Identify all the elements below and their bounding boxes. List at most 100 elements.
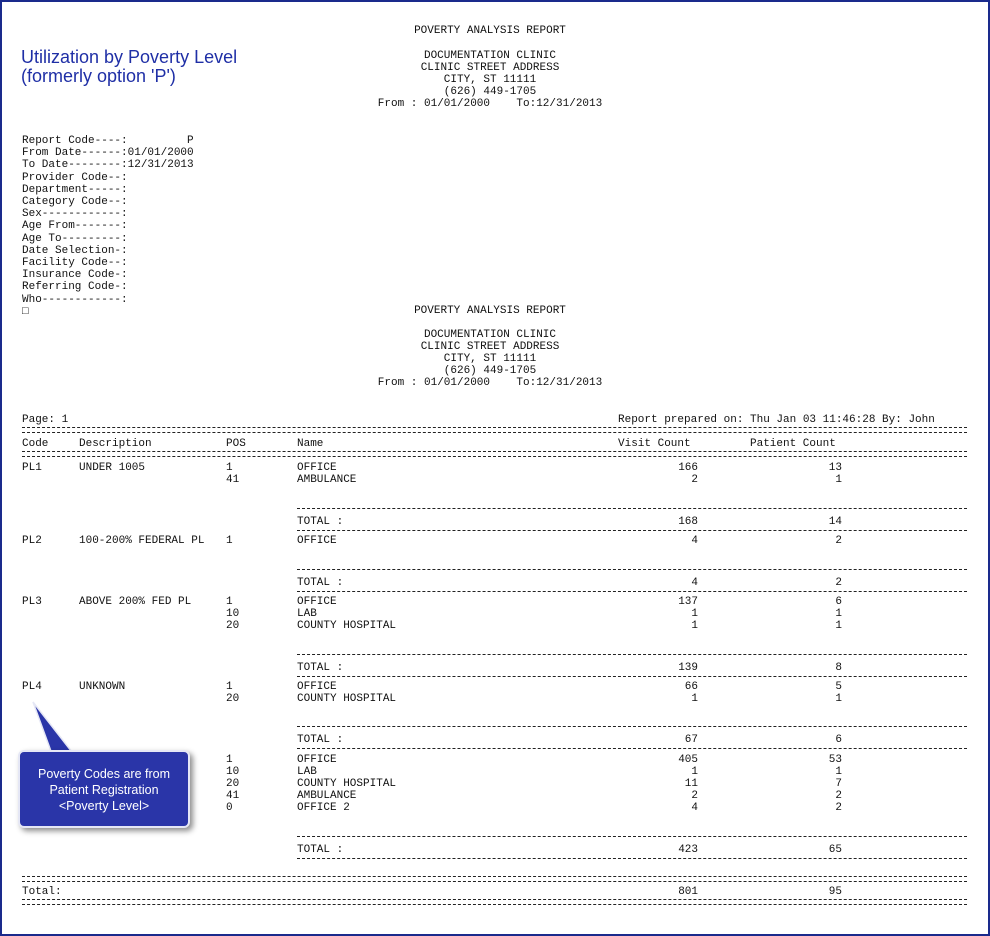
row-patient-count: 1	[835, 766, 842, 778]
subtotal-label: TOTAL :	[297, 844, 344, 856]
group-code: PL2	[22, 535, 42, 547]
parameter-line: Report Code----: P	[22, 135, 194, 147]
report-title-2: POVERTY ANALYSIS REPORT	[414, 305, 566, 317]
row-name: COUNTY HOSPITAL	[297, 620, 397, 632]
row-pos: 1	[226, 535, 233, 547]
subtotal-rule-top	[297, 836, 967, 837]
header-rule-top	[22, 427, 967, 433]
row-pos: 1	[226, 681, 233, 693]
group-description: UNKNOWN	[79, 681, 126, 693]
callout-line3: <Poverty Level>	[58, 799, 150, 813]
subtotal-label: TOTAL :	[297, 577, 344, 589]
subtotal-rule-top	[297, 726, 967, 727]
callout-pointer	[32, 701, 74, 755]
group-description: UNDER 1005	[79, 462, 146, 474]
prepared-on: Report prepared on: Thu Jan 03 11:46:28 …	[618, 414, 935, 426]
row-pos: 20	[226, 693, 240, 705]
row-pos: 10	[226, 766, 240, 778]
parameter-line: Referring Code-:	[22, 281, 128, 294]
row-patient-count: 1	[835, 474, 842, 486]
row-visit-count: 4	[691, 535, 698, 547]
group-description: 100-200% FEDERAL PL	[79, 535, 205, 547]
subtotal-visit-count: 423	[678, 844, 698, 856]
row-pos: 0	[226, 802, 233, 814]
row-visit-count: 2	[691, 790, 698, 802]
row-name: AMBULANCE	[297, 474, 357, 486]
subtotal-rule-bottom	[297, 591, 967, 592]
row-visit-count: 1	[691, 693, 698, 705]
group-code: PL3	[22, 596, 42, 608]
clinic-name: DOCUMENTATION CLINIC	[423, 50, 557, 62]
side-title-line1: Utilization by Poverty Level	[21, 47, 238, 67]
row-patient-count: 53	[828, 754, 842, 766]
clinic-phone-2: (626) 449-1705	[443, 365, 537, 377]
parameter-line: Provider Code--:	[22, 171, 128, 184]
col-patient-count: Patient Count	[750, 438, 836, 450]
clinic-address-2: CLINIC STREET ADDRESS	[420, 341, 560, 353]
callout-line2: Patient Registration	[49, 783, 159, 797]
row-name: LAB	[297, 608, 317, 620]
subtotal-patient-count: 8	[835, 662, 842, 674]
row-pos: 20	[226, 778, 240, 790]
subtotal-label: TOTAL :	[297, 516, 344, 528]
row-pos: 20	[226, 620, 240, 632]
row-patient-count: 1	[835, 693, 842, 705]
clinic-phone: (626) 449-1705	[443, 86, 537, 98]
col-description: Description	[79, 438, 152, 450]
row-pos: 41	[226, 474, 240, 486]
row-patient-count: 6	[835, 596, 842, 608]
row-patient-count: 5	[835, 681, 842, 693]
subtotal-rule-top	[297, 508, 967, 509]
subtotal-rule-bottom	[297, 858, 967, 859]
subtotal-visit-count: 168	[678, 516, 698, 528]
row-pos: 1	[226, 462, 233, 474]
parameter-line: Insurance Code-:	[22, 269, 128, 282]
grand-total-label: Total:	[22, 886, 62, 898]
row-visit-count: 405	[678, 754, 698, 766]
row-visit-count: 66	[684, 681, 698, 693]
subtotal-label: TOTAL :	[297, 662, 344, 674]
row-pos: 41	[226, 790, 240, 802]
row-name: LAB	[297, 766, 317, 778]
subtotal-rule-top	[297, 654, 967, 655]
row-patient-count: 13	[828, 462, 842, 474]
row-pos: 1	[226, 596, 233, 608]
subtotal-label: TOTAL :	[297, 734, 344, 746]
row-name: AMBULANCE	[297, 790, 357, 802]
row-visit-count: 11	[684, 778, 698, 790]
subtotal-rule-top	[297, 569, 967, 570]
parameter-line: Category Code--:	[22, 196, 128, 208]
parameter-line: Who------------:	[22, 293, 128, 306]
row-pos: 1	[226, 754, 233, 766]
clinic-address: CLINIC STREET ADDRESS	[420, 62, 560, 74]
clinic-name-2: DOCUMENTATION CLINIC	[423, 329, 557, 341]
row-visit-count: 137	[678, 596, 698, 608]
clinic-city-2: CITY, ST 11111	[443, 353, 537, 365]
subtotal-visit-count: 139	[678, 662, 698, 674]
grand-total-patient: 95	[828, 886, 842, 898]
row-patient-count: 2	[835, 790, 842, 802]
col-name: Name	[297, 438, 324, 450]
subtotal-visit-count: 4	[691, 577, 698, 589]
parameter-line: □	[22, 305, 29, 318]
row-name: OFFICE	[297, 681, 337, 693]
parameter-line: Facility Code--:	[22, 257, 128, 269]
row-name: OFFICE	[297, 596, 337, 608]
col-pos: POS	[226, 438, 246, 450]
col-code: Code	[22, 438, 49, 450]
row-patient-count: 1	[835, 608, 842, 620]
header-rule-bottom	[22, 451, 967, 457]
group-code: PL4	[22, 681, 42, 693]
row-name: OFFICE	[297, 462, 337, 474]
row-patient-count: 7	[835, 778, 842, 790]
row-name: COUNTY HOSPITAL	[297, 778, 397, 790]
group-description: ABOVE 200% FED PL	[79, 596, 192, 608]
row-visit-count: 1	[691, 620, 698, 632]
row-name: COUNTY HOSPITAL	[297, 693, 397, 705]
subtotal-rule-bottom	[297, 676, 967, 677]
subtotal-rule-bottom	[297, 748, 967, 749]
col-visit-count: Visit Count	[618, 438, 691, 450]
row-patient-count: 2	[835, 802, 842, 814]
parameter-line: From Date------:01/01/2000	[22, 147, 194, 160]
